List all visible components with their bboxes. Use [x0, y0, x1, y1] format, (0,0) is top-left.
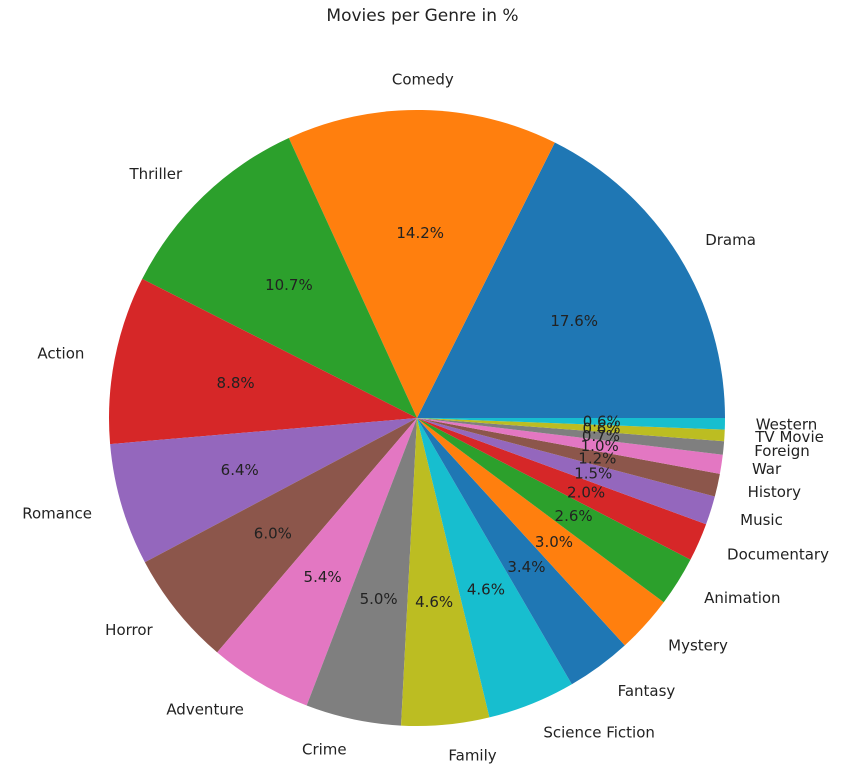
category-label-adventure: Adventure [166, 700, 244, 718]
category-label-music: Music [740, 511, 783, 529]
category-label-history: History [748, 483, 801, 501]
percent-label-thriller: 10.7% [265, 276, 313, 294]
pie-slice-drama [417, 142, 725, 419]
category-label-action: Action [37, 344, 84, 362]
pie-slice-action [109, 278, 417, 445]
pie-slice-music [417, 418, 715, 525]
pie-slice-foreign [417, 418, 725, 455]
category-label-tv-movie: TV Movie [754, 428, 824, 446]
pie-slice-fantasy [417, 418, 625, 685]
pie-slice-romance [110, 418, 418, 563]
category-label-foreign: Foreign [754, 442, 810, 460]
percent-label-adventure: 5.4% [304, 568, 342, 586]
percent-label-science-fiction: 4.6% [467, 580, 505, 598]
category-label-horror: Horror [105, 621, 153, 639]
category-label-documentary: Documentary [727, 546, 829, 564]
pie-slices [109, 109, 725, 727]
percent-label-music: 1.5% [574, 465, 612, 483]
pie-slice-western [417, 418, 725, 430]
pie-slice-adventure [217, 418, 417, 706]
percent-label-romance: 6.4% [221, 461, 259, 479]
category-label-comedy: Comedy [392, 70, 454, 88]
chart-title: Movies per Genre in % [326, 6, 519, 26]
percent-label-animation: 2.6% [555, 507, 593, 525]
percent-label-comedy: 14.2% [396, 224, 444, 242]
category-label-romance: Romance [22, 505, 92, 523]
category-label-family: Family [448, 746, 496, 764]
pie-slice-mystery [417, 418, 664, 646]
pie-slice-history [417, 418, 720, 497]
pie-slice-tv-movie [417, 418, 725, 442]
percent-label-mystery: 3.0% [535, 533, 573, 551]
percentage-labels: 17.6% 14.2% 10.7% 8.8% 6.4% 6.0% 5.4% 5.0% 4.6% 4… [217, 224, 621, 611]
pie-slice-science-fiction [417, 418, 572, 718]
percent-label-foreign: 0.7% [582, 427, 620, 445]
percent-label-action: 8.8% [217, 374, 255, 392]
pie-slice-comedy [288, 109, 555, 418]
category-label-mystery: Mystery [668, 636, 728, 654]
category-labels: Drama Comedy Thriller Action Romance Horror Ad… [22, 70, 829, 764]
category-label-western: Western [756, 415, 818, 433]
pie-slice-thriller [142, 137, 417, 418]
category-label-thriller: Thriller [128, 165, 183, 183]
percent-label-tv-movie: 0.6% [582, 419, 620, 437]
category-label-science-fiction: Science Fiction [543, 723, 655, 741]
percent-label-horror: 6.0% [254, 525, 292, 543]
category-label-animation: Animation [704, 589, 780, 607]
category-label-fantasy: Fantasy [618, 682, 676, 700]
percent-label-history: 1.2% [578, 449, 616, 467]
pie-slice-documentary [417, 418, 707, 560]
percent-label-family: 4.6% [415, 593, 453, 611]
percent-label-drama: 17.6% [550, 312, 598, 330]
pie-slice-war [417, 418, 723, 474]
pie-slice-family [401, 418, 490, 727]
category-label-drama: Drama [705, 231, 756, 249]
percent-label-war: 1.0% [581, 437, 619, 455]
percent-label-fantasy: 3.4% [507, 558, 545, 576]
percent-label-western: 0.6% [583, 412, 621, 430]
category-label-crime: Crime [302, 740, 347, 758]
percent-label-crime: 5.0% [360, 590, 398, 608]
category-label-war: War [752, 460, 782, 478]
percent-label-documentary: 2.0% [567, 484, 605, 502]
pie-slice-crime [306, 418, 417, 726]
pie-slice-animation [417, 418, 691, 603]
pie-slice-horror [144, 418, 417, 653]
